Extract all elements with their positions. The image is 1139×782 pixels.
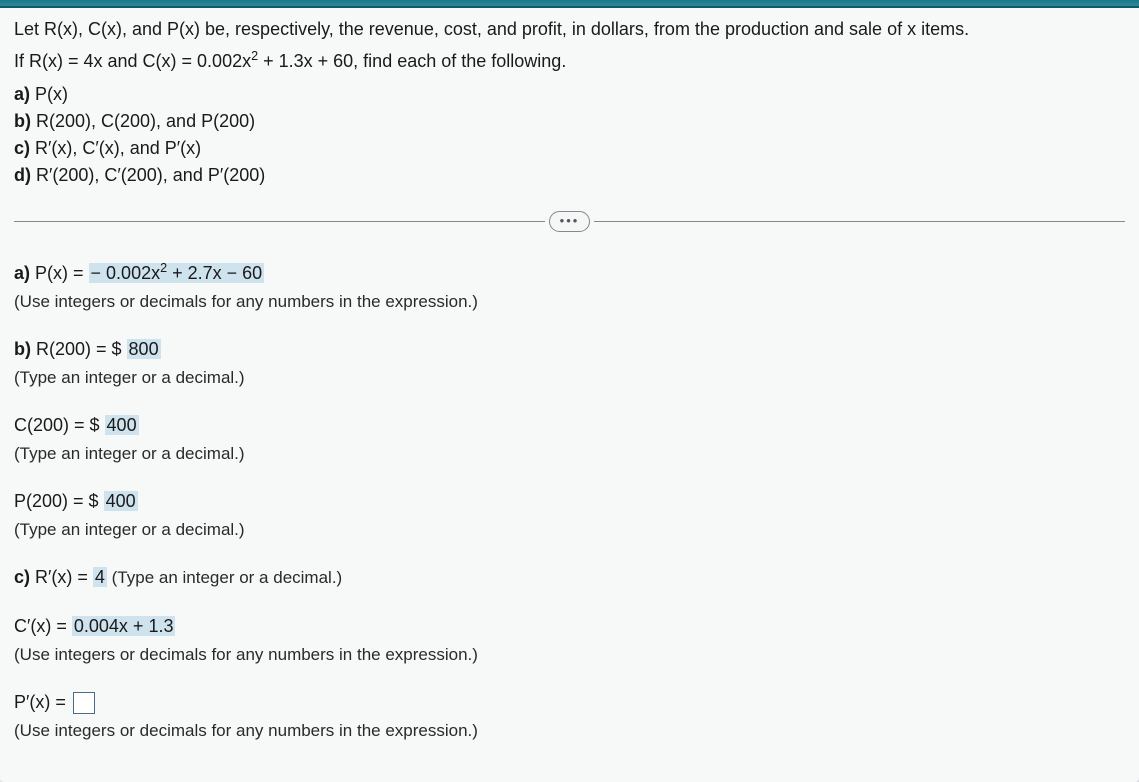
answer-c-c-prefix: C′(x) = <box>14 616 72 636</box>
answer-a-hint: (Use integers or decimals for any number… <box>14 288 1125 315</box>
answer-a-value[interactable]: − 0.002x2 + 2.7x − 60 <box>89 263 265 283</box>
answer-b-label: b) <box>14 339 31 359</box>
problem-line-1: Let R(x), C(x), and P(x) be, respectivel… <box>14 16 1125 43</box>
answer-b-r-hint: (Type an integer or a decimal.) <box>14 364 1125 391</box>
part-b-label: b) <box>14 111 31 131</box>
answer-b-p-value[interactable]: 400 <box>104 491 138 511</box>
answer-c-c-hint: (Use integers or decimals for any number… <box>14 641 1125 668</box>
divider-right <box>594 221 1125 222</box>
part-a-text: P(x) <box>30 84 68 104</box>
answer-a-prefix: P(x) = <box>30 263 89 283</box>
header-accent-bar <box>0 0 1139 8</box>
answer-c-p: P′(x) = (Use integers or decimals for an… <box>14 688 1125 744</box>
parts-list: a) P(x) b) R(200), C(200), and P(200) c)… <box>14 81 1125 189</box>
answer-b-c: C(200) = $ 400 (Type an integer or a dec… <box>14 411 1125 467</box>
answer-c-r-value[interactable]: 4 <box>93 567 107 587</box>
answer-b-r-prefix: R(200) = $ <box>31 339 127 359</box>
part-b: b) R(200), C(200), and P(200) <box>14 108 1125 135</box>
question-card: Let R(x), C(x), and P(x) be, respectivel… <box>0 0 1139 782</box>
answer-b-p-prefix: P(200) = $ <box>14 491 104 511</box>
answer-a: a) P(x) = − 0.002x2 + 2.7x − 60 (Use int… <box>14 258 1125 315</box>
answer-b-c-prefix: C(200) = $ <box>14 415 105 435</box>
answer-c-p-input[interactable] <box>73 692 95 714</box>
answer-c-r-hint: (Type an integer or a decimal.) <box>107 568 342 587</box>
answer-c-r: c) R′(x) = 4 (Type an integer or a decim… <box>14 563 1125 592</box>
part-c-text: R′(x), C′(x), and P′(x) <box>30 138 201 158</box>
answer-a-value-pre: − 0.002x <box>91 263 161 283</box>
answer-c-p-prefix: P′(x) = <box>14 692 71 712</box>
answer-b-r: b) R(200) = $ 800 (Type an integer or a … <box>14 335 1125 391</box>
problem-line-2: If R(x) = 4x and C(x) = 0.002x2 + 1.3x +… <box>14 47 1125 75</box>
answer-c-p-hint: (Use integers or decimals for any number… <box>14 717 1125 744</box>
part-d-label: d) <box>14 165 31 185</box>
answer-a-label: a) <box>14 263 30 283</box>
part-b-text: R(200), C(200), and P(200) <box>31 111 255 131</box>
answer-c-c-value[interactable]: 0.004x + 1.3 <box>72 616 176 636</box>
part-c: c) R′(x), C′(x), and P′(x) <box>14 135 1125 162</box>
part-c-label: c) <box>14 138 30 158</box>
answer-b-c-value[interactable]: 400 <box>105 415 139 435</box>
answer-b-p-hint: (Type an integer or a decimal.) <box>14 516 1125 543</box>
problem-line-2-pre: If R(x) = 4x and C(x) = 0.002x <box>14 51 251 71</box>
part-d: d) R′(200), C′(200), and P′(200) <box>14 162 1125 189</box>
part-d-text: R′(200), C′(200), and P′(200) <box>31 165 265 185</box>
problem-line-2-post: + 1.3x + 60, find each of the following. <box>258 51 566 71</box>
answer-c-r-prefix: R′(x) = <box>30 567 93 587</box>
part-a-label: a) <box>14 84 30 104</box>
answer-a-value-post: + 2.7x − 60 <box>167 263 262 283</box>
answer-b-p: P(200) = $ 400 (Type an integer or a dec… <box>14 487 1125 543</box>
answer-b-c-hint: (Type an integer or a decimal.) <box>14 440 1125 467</box>
part-a: a) P(x) <box>14 81 1125 108</box>
divider: ••• <box>14 211 1125 232</box>
answer-c-label: c) <box>14 567 30 587</box>
divider-left <box>14 221 545 222</box>
answer-b-r-value[interactable]: 800 <box>127 339 161 359</box>
expand-button[interactable]: ••• <box>549 211 591 232</box>
answer-c-c: C′(x) = 0.004x + 1.3 (Use integers or de… <box>14 612 1125 668</box>
